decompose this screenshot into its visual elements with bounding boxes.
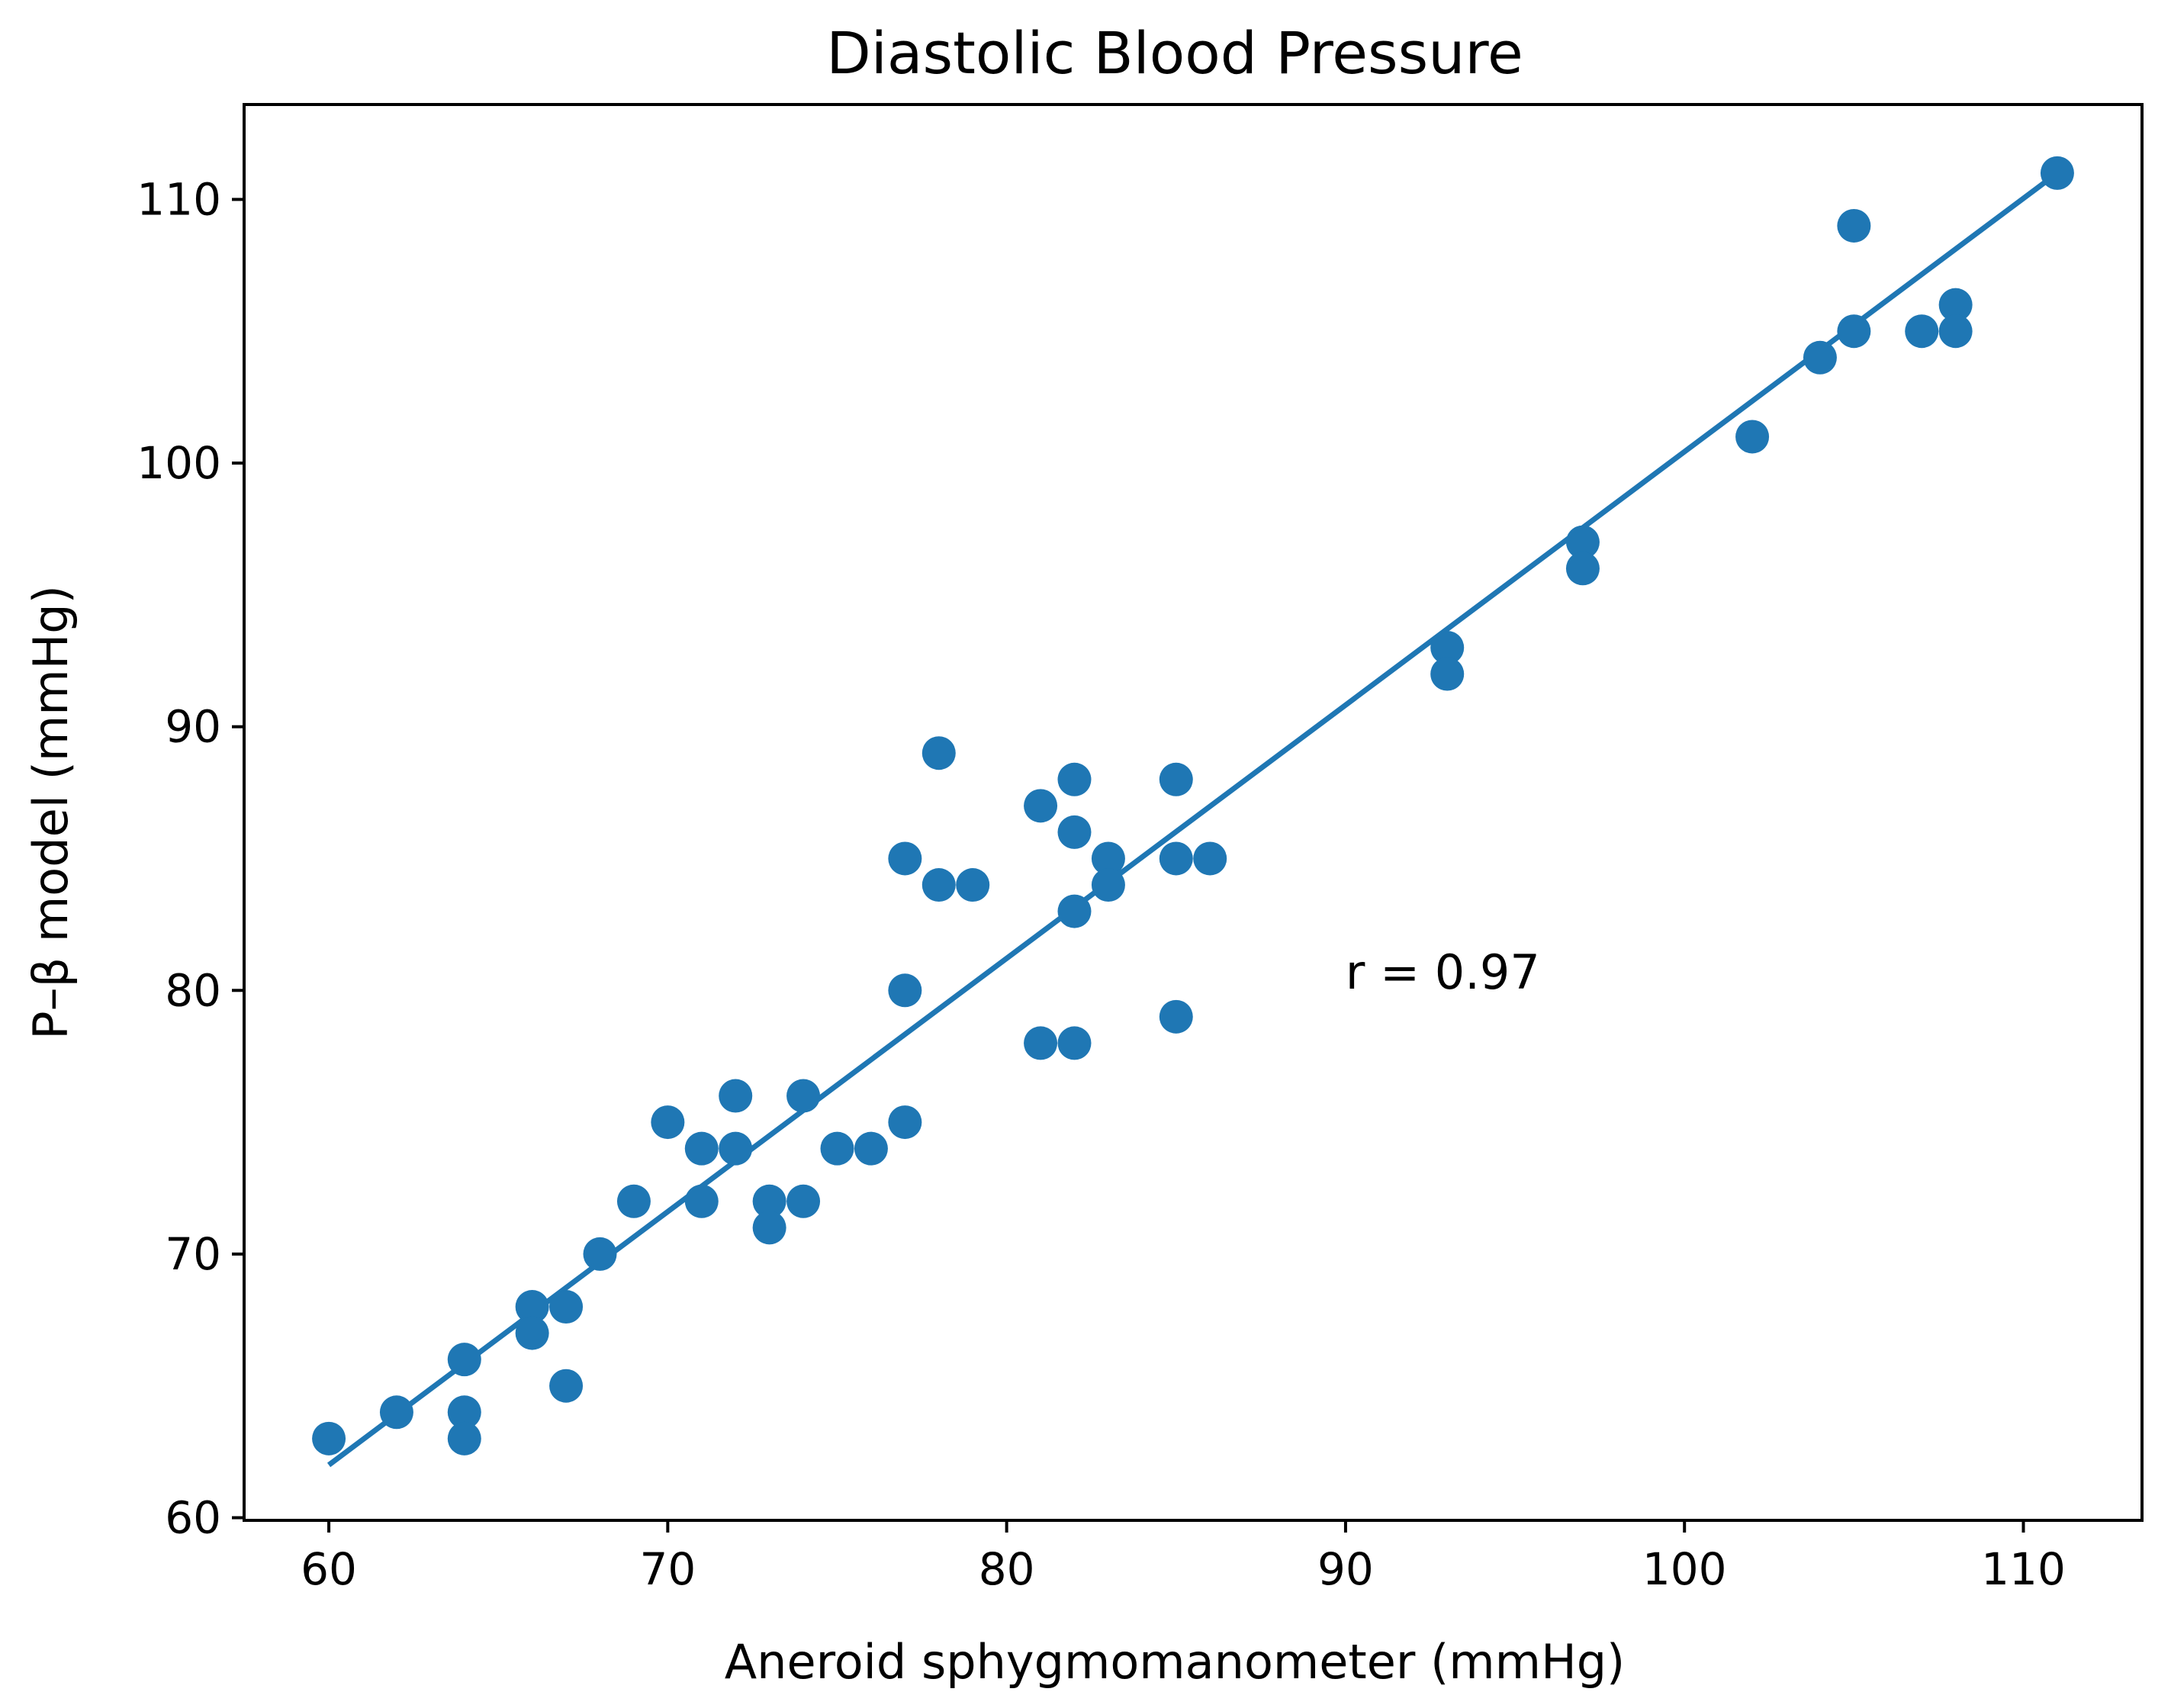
x-tick-label: 100 [1642,1543,1727,1595]
data-point [888,841,922,876]
data-point [1735,420,1770,454]
data-point [854,1131,888,1166]
data-point [1837,314,1871,349]
data-point [447,1395,481,1430]
data-point [820,1131,854,1166]
x-tick-label: 110 [1981,1543,2066,1595]
x-tick-label: 70 [639,1543,696,1595]
data-point [515,1316,549,1350]
data-point [447,1343,481,1377]
plot-area-frame [243,103,2144,1522]
data-point [1057,815,1092,849]
data-point [1024,1026,1058,1060]
data-point [921,868,956,902]
fit-line-layer [326,171,2060,1468]
data-point [1057,894,1092,928]
data-point [583,1237,617,1271]
y-axis-label: P–β model (mmHg) [23,585,79,1040]
data-point [888,1105,922,1140]
x-tick-label: 90 [1317,1543,1374,1595]
data-point [651,1105,685,1140]
y-tick-label: 80 [165,964,221,1016]
x-axis: 60 70 80 90 100 110 [301,1520,2066,1595]
data-point [1938,288,1973,322]
data-point [684,1131,719,1166]
data-point [752,1211,786,1245]
data-point [1091,841,1125,876]
data-point [1837,208,1871,243]
data-point [1057,762,1092,796]
data-points-layer [312,156,2074,1455]
data-point [1565,525,1600,559]
data-point [616,1184,651,1218]
fit-line [326,171,2060,1468]
data-point [1024,789,1058,823]
y-axis: 60 70 80 90 100 110 [137,173,244,1544]
data-point [312,1421,346,1455]
data-point [888,973,922,1008]
data-point [447,1421,481,1455]
chart-title: Diastolic Blood Pressure [826,19,1523,87]
data-point [1938,314,1973,349]
data-point [786,1079,821,1113]
x-tick-label: 80 [979,1543,1035,1595]
y-tick-label: 100 [137,437,221,489]
y-tick-label: 110 [137,173,221,225]
data-point [684,1184,719,1218]
data-point [1091,868,1125,902]
data-point [1430,657,1465,691]
y-tick-label: 70 [165,1228,221,1280]
data-point [1057,1026,1092,1060]
data-point [1193,841,1227,876]
data-point [2040,156,2074,190]
correlation-annotation: r = 0.97 [1346,944,1540,1000]
x-tick-label: 60 [301,1543,357,1595]
data-point [549,1290,584,1324]
data-point [956,868,990,902]
data-point [1565,552,1600,586]
data-point [921,736,956,770]
data-point [1159,762,1193,796]
y-tick-label: 90 [165,701,221,753]
data-point [1159,999,1193,1034]
data-point [786,1184,821,1218]
data-point [1159,841,1193,876]
data-point [1803,340,1837,375]
data-point [719,1131,753,1166]
data-point [515,1290,549,1324]
data-point [752,1184,786,1218]
data-point [549,1369,584,1403]
data-point [379,1395,413,1430]
data-point [719,1079,753,1113]
data-point [1430,630,1465,664]
x-axis-label: Aneroid sphygmomanometer (mmHg) [725,1634,1625,1690]
data-point [1905,314,1939,349]
y-tick-label: 60 [165,1492,221,1544]
